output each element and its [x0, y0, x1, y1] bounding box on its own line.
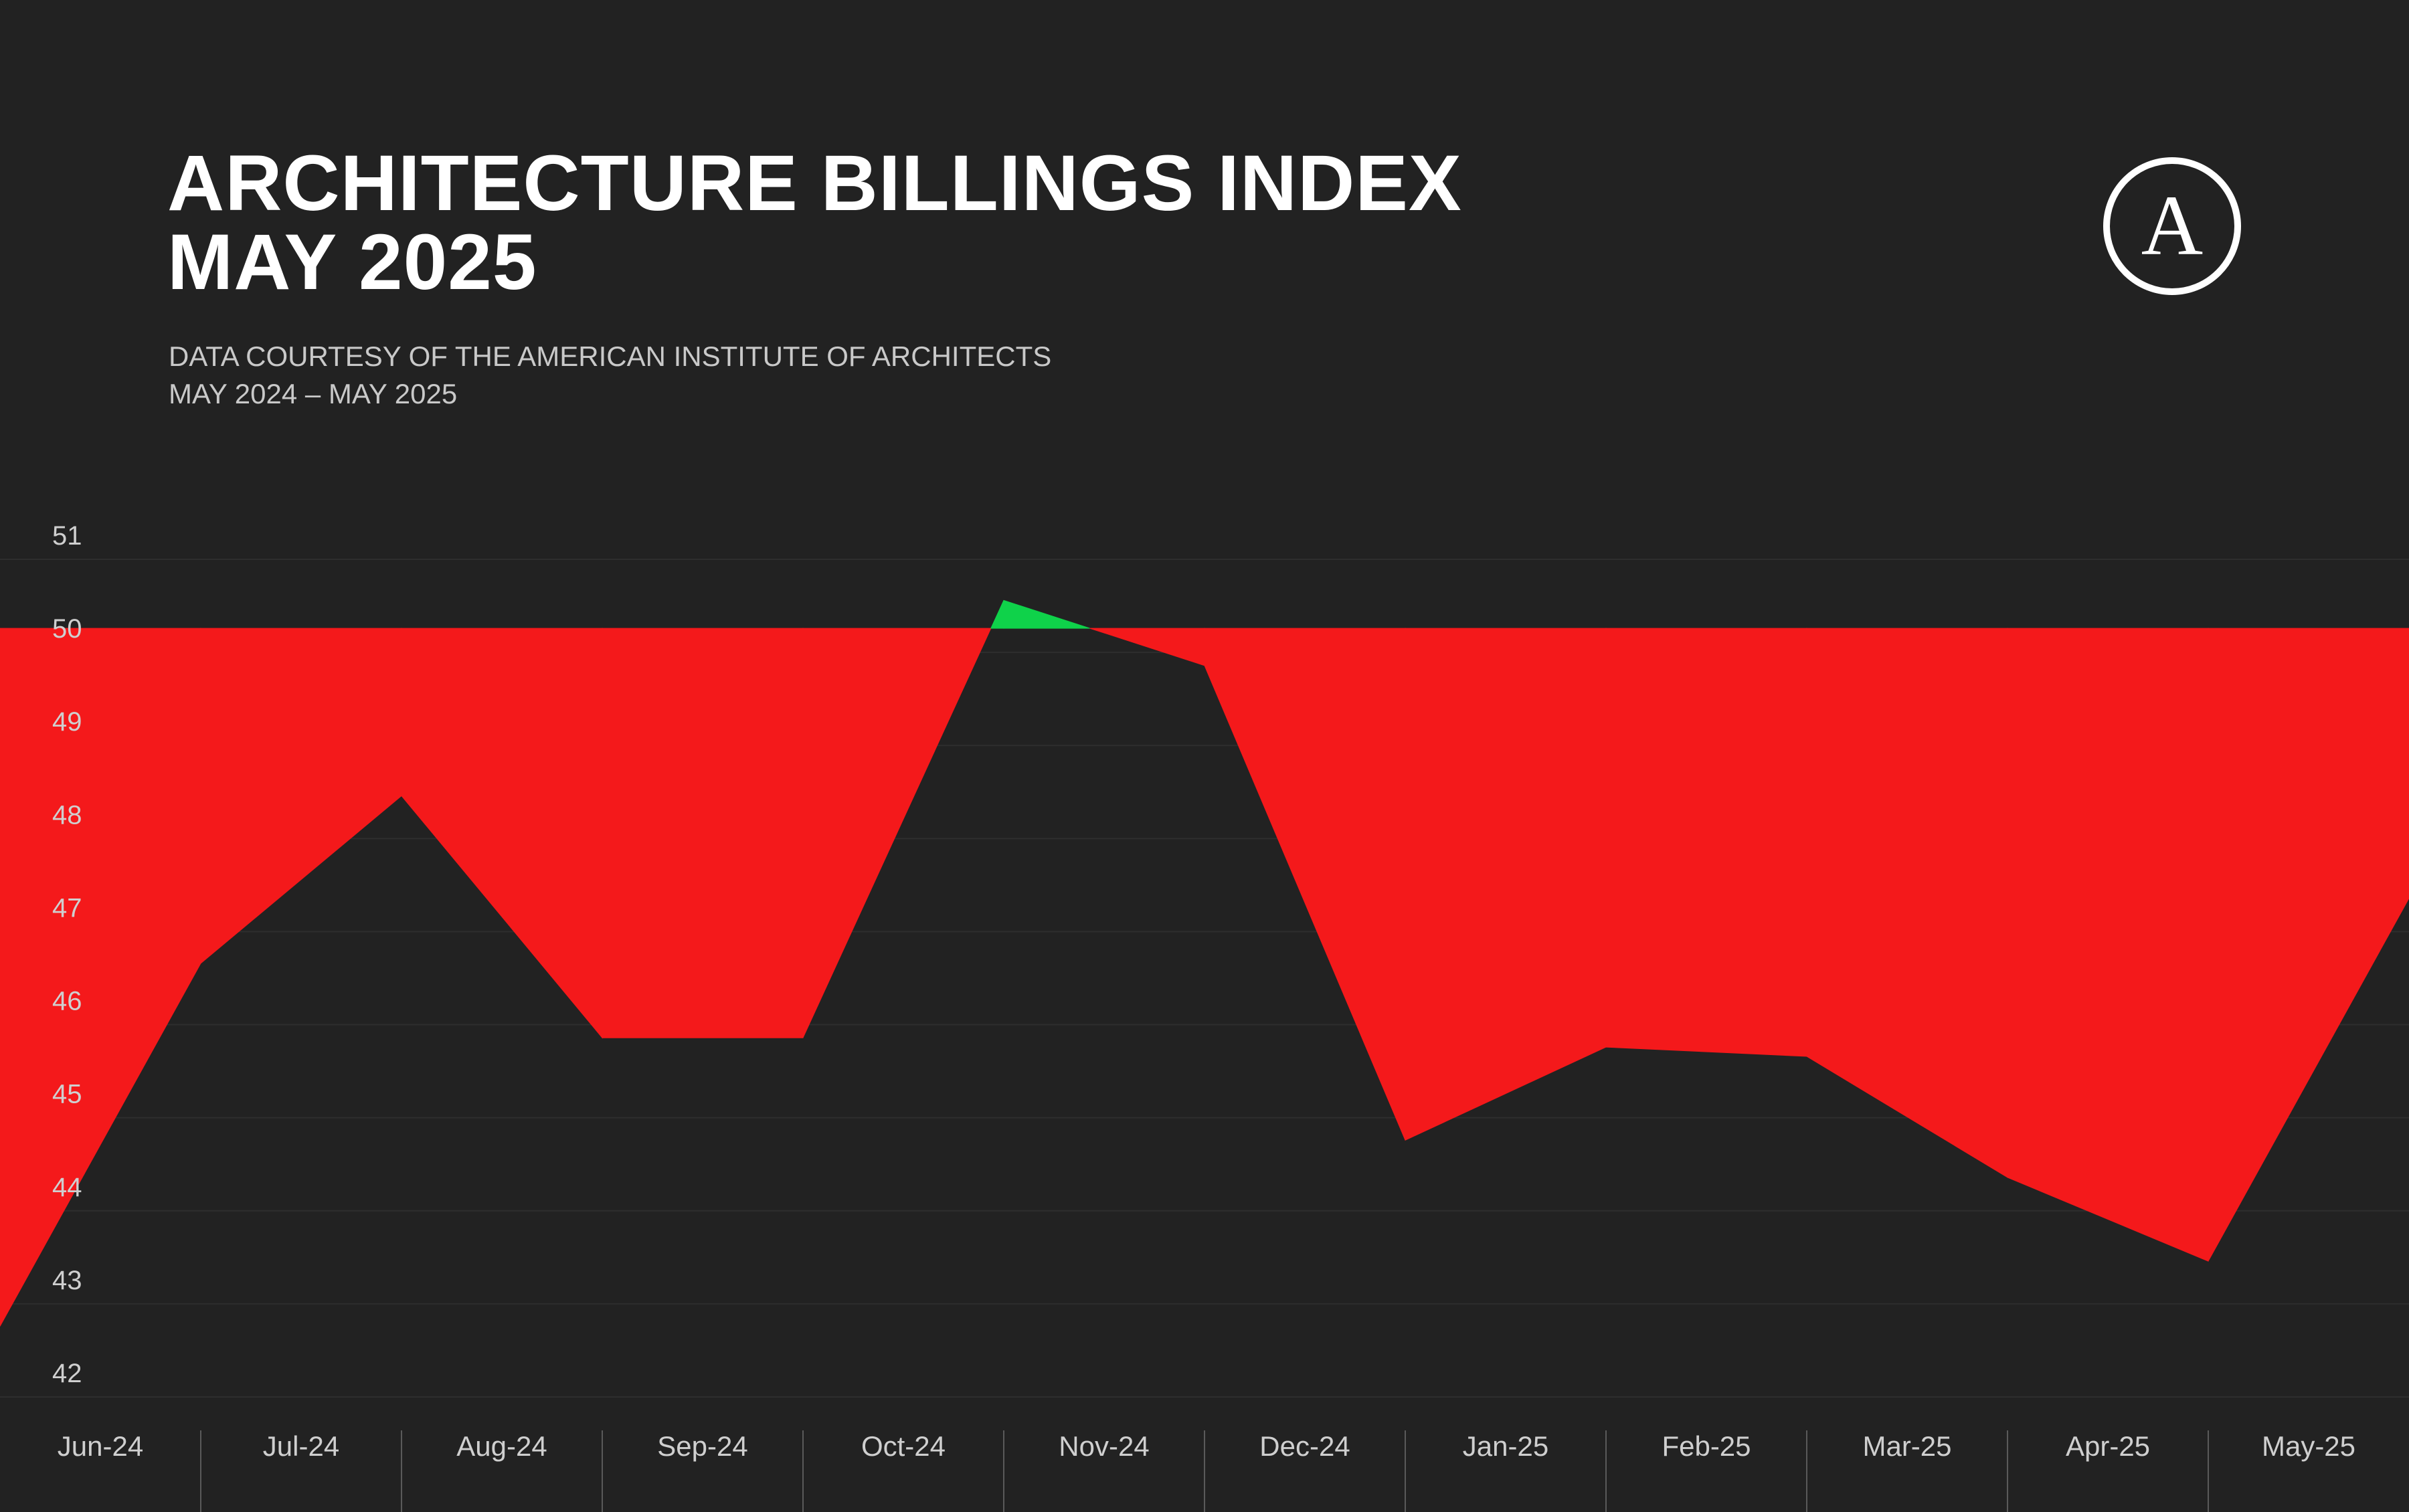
below-threshold-area-Mar-25	[2007, 628, 2209, 1262]
y-tick-label-47: 47	[52, 893, 82, 923]
y-axis: 42 43 44 45 46 47 48 49 50 51	[52, 521, 82, 1388]
below-threshold-area-Sep-24	[802, 628, 992, 1038]
above-threshold-area-Oct-24	[1003, 599, 1090, 629]
y-tick-label-48: 48	[52, 800, 82, 830]
data-source-note: DATA COURTESY OF THE AMERICAN INSTITUTE …	[169, 341, 1052, 372]
y-tick-label-44: 44	[52, 1173, 82, 1202]
y-tick-label-50: 50	[52, 614, 82, 644]
x-tick-label-Oct-24: Oct-24	[861, 1430, 946, 1462]
below-threshold-area-Nov-24	[1204, 628, 1406, 1141]
below-threshold-area-Oct-24	[1089, 628, 1205, 666]
below-threshold-area-Jun-24	[200, 628, 402, 964]
x-tick-label-Jul-24: Jul-24	[263, 1430, 339, 1462]
below-threshold-area-Aug-24	[602, 628, 804, 1038]
y-tick-label-46: 46	[52, 987, 82, 1016]
chart-title-line-1: ARCHITECTURE BILLINGS INDEX	[167, 139, 1462, 227]
above-threshold-area-Sep-24	[990, 600, 1004, 629]
x-tick-label-Dec-24: Dec-24	[1259, 1430, 1350, 1462]
threshold-area	[0, 599, 2409, 1327]
below-threshold-area-Dec-24	[1405, 628, 1607, 1141]
y-tick-label-49: 49	[52, 707, 82, 737]
x-axis: Jun-24 Jul-24 Aug-24 Sep-24 Oct-24 Nov-24 Dec-…	[58, 1430, 2355, 1512]
y-tick-label-45: 45	[52, 1080, 82, 1109]
x-tick-label-Nov-24: Nov-24	[1059, 1430, 1149, 1462]
chart-title-line-2: MAY 2025	[167, 218, 537, 306]
archdaily-a-logo-icon: A	[2103, 157, 2241, 295]
chart-subtitle: DATA COURTESY OF THE AMERICAN INSTITUTE …	[169, 338, 1051, 413]
logo-letter: A	[2141, 178, 2203, 273]
date-range-note: MAY 2024 – MAY 2025	[169, 378, 458, 409]
below-threshold-area-Jan-25	[1605, 628, 1807, 1057]
x-tick-label-Jun-24: Jun-24	[58, 1430, 143, 1462]
x-tick-label-May-25: May-25	[2262, 1430, 2355, 1462]
below-threshold-area-May-24	[0, 628, 201, 1327]
below-threshold-area-Jul-24	[401, 628, 603, 1039]
y-tick-label-51: 51	[52, 521, 82, 551]
x-tick-label-Sep-24: Sep-24	[657, 1430, 747, 1462]
x-tick-label-Jan-25: Jan-25	[1463, 1430, 1548, 1462]
below-threshold-area-Feb-25	[1806, 628, 2008, 1178]
x-tick-label-Apr-25: Apr-25	[2066, 1430, 2150, 1462]
below-threshold-area-Apr-25	[2208, 628, 2409, 1262]
x-tick-label-Feb-25: Feb-25	[1662, 1430, 1751, 1462]
x-tick-label-Mar-25: Mar-25	[1862, 1430, 1951, 1462]
x-tick-label-Aug-24: Aug-24	[456, 1430, 547, 1462]
y-tick-label-42: 42	[52, 1359, 82, 1388]
y-tick-label-43: 43	[52, 1266, 82, 1295]
chart-title: ARCHITECTURE BILLINGS INDEX MAY 2025	[167, 144, 1462, 302]
